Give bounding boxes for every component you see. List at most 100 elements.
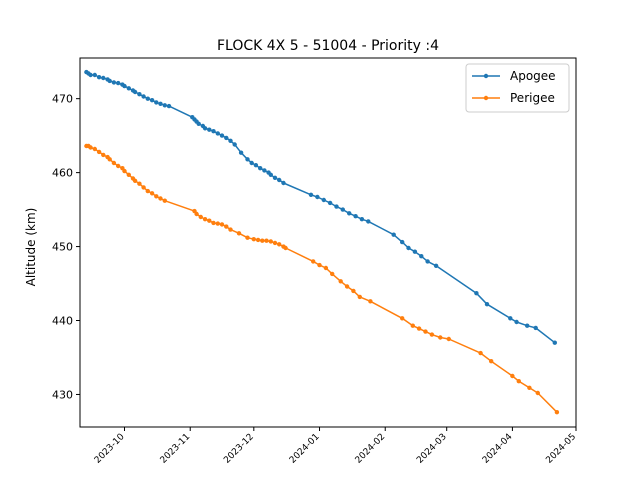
apogee-point: [219, 133, 225, 138]
apogee-point: [116, 80, 121, 86]
perigee-point: [101, 152, 106, 158]
chart-title: FLOCK 4X 5 - 51004 - Priority :4: [217, 38, 439, 54]
apogee-point: [107, 78, 112, 84]
y-tick-label: 450: [52, 241, 73, 254]
perigee-point: [215, 221, 220, 226]
perigee-point: [137, 181, 142, 186]
perigee-point: [351, 288, 356, 294]
perigee-point: [122, 168, 127, 174]
perigee-point: [423, 329, 428, 334]
apogee-point: [166, 103, 172, 109]
apogee-point: [400, 239, 405, 245]
apogee-point: [272, 175, 278, 180]
apogee-point: [533, 325, 538, 331]
apogee-point: [196, 121, 201, 127]
perigee-point: [368, 299, 373, 304]
apogee-point: [281, 180, 286, 186]
perigee-point: [96, 149, 102, 155]
apogee-point: [149, 98, 155, 103]
apogee-point: [245, 157, 250, 162]
perigee-point: [154, 194, 159, 199]
perigee-point: [92, 146, 98, 152]
apogee-point: [249, 160, 254, 166]
perigee-point: [251, 237, 256, 242]
perigee-point: [357, 294, 362, 300]
perigee-point: [145, 188, 150, 194]
apogee-point: [391, 232, 396, 237]
perigee-point: [438, 335, 443, 340]
perigee-point: [429, 332, 435, 337]
apogee-point: [211, 129, 216, 134]
apogee-point: [347, 211, 352, 216]
perigee-point: [116, 163, 121, 169]
perigee-point: [255, 237, 261, 243]
perigee-point: [400, 316, 405, 321]
apogee-point: [96, 75, 102, 80]
apogee-point: [366, 219, 371, 224]
perigee-point: [149, 191, 155, 196]
perigee-point: [416, 326, 422, 331]
apogee-point: [122, 83, 127, 89]
apogee-point: [412, 249, 418, 254]
legend-marker-perigee: [483, 95, 489, 101]
perigee-point: [132, 178, 138, 183]
perigee-point: [554, 410, 560, 415]
perigee-point: [344, 284, 350, 289]
apogee-point: [232, 142, 237, 147]
legend-label-perigee: Perigee: [510, 91, 555, 105]
perigee-point: [224, 224, 229, 229]
apogee-point: [484, 302, 490, 307]
apogee-point: [474, 291, 479, 296]
perigee-point: [478, 350, 483, 356]
apogee-point: [262, 168, 267, 173]
y-tick-label: 470: [52, 93, 73, 106]
apogee-point: [158, 101, 163, 107]
perigee-point: [527, 385, 532, 390]
legend-label-apogee: Apogee: [510, 69, 556, 83]
apogee-point: [88, 72, 93, 78]
apogee-point: [433, 263, 439, 268]
apogee-point: [132, 89, 138, 95]
apogee-point: [514, 319, 519, 325]
perigee-point: [446, 336, 451, 342]
apogee-point: [238, 150, 244, 155]
perigee-point: [141, 185, 146, 190]
y-tick-label: 460: [52, 167, 73, 180]
perigee-point: [207, 218, 212, 223]
perigee-point: [162, 198, 167, 203]
y-axis-label: Altitude (km): [24, 208, 38, 287]
perigee-point: [323, 265, 329, 271]
apogee-point: [228, 138, 233, 143]
apogee-point: [154, 100, 159, 105]
perigee-point: [198, 214, 203, 220]
perigee-point: [111, 160, 117, 166]
apogee-point: [258, 166, 263, 171]
apogee-point: [137, 92, 142, 97]
perigee-point: [202, 217, 208, 222]
y-tick-label: 430: [52, 388, 73, 401]
perigee-point: [107, 157, 112, 162]
perigee-point: [317, 262, 322, 268]
perigee-point: [245, 235, 250, 240]
apogee-point: [202, 126, 208, 131]
apogee-point: [425, 259, 430, 264]
perigee-point: [194, 211, 199, 217]
perigee-series: [84, 143, 560, 415]
apogee-point: [327, 200, 333, 206]
perigee-point: [311, 259, 316, 264]
apogee-point: [253, 163, 259, 168]
perigee-point: [260, 238, 265, 243]
apogee-point: [215, 131, 220, 136]
apogee-point: [207, 127, 212, 132]
perigee-point: [236, 231, 242, 236]
apogee-point: [145, 96, 150, 101]
apogee-point: [353, 214, 358, 219]
apogee-point: [277, 177, 282, 183]
apogee-point: [315, 194, 320, 200]
perigee-point: [330, 271, 335, 277]
apogee-series: [84, 69, 557, 345]
y-tick-label: 440: [52, 315, 73, 328]
apogee-point: [508, 316, 513, 321]
apogee-point: [111, 80, 117, 85]
